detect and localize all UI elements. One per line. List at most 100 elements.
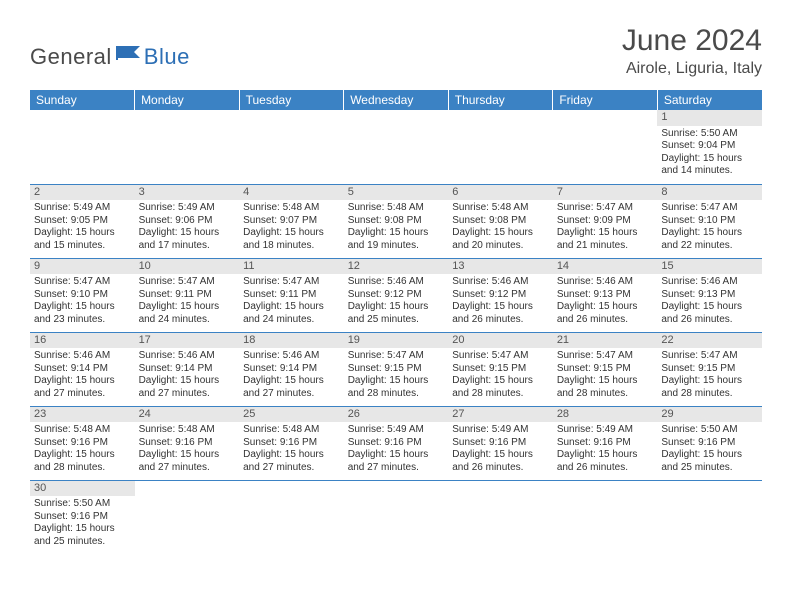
sunset-line: Sunset: 9:16 PM <box>243 437 340 450</box>
day-number: 2 <box>30 185 135 201</box>
logo: General Blue <box>30 44 190 70</box>
day-number: 12 <box>344 259 449 275</box>
sunset-line: Sunset: 9:15 PM <box>661 363 758 376</box>
calendar-cell: 15Sunrise: 5:46 AMSunset: 9:13 PMDayligh… <box>657 258 762 332</box>
sunset-line: Sunset: 9:09 PM <box>557 215 654 228</box>
daylight-line: Daylight: 15 hours and 25 minutes. <box>661 449 758 474</box>
calendar-cell: 16Sunrise: 5:46 AMSunset: 9:14 PMDayligh… <box>30 332 135 406</box>
location: Airole, Liguria, Italy <box>622 60 762 78</box>
calendar-row: 1Sunrise: 5:50 AMSunset: 9:04 PMDaylight… <box>30 110 762 184</box>
calendar-row: 2Sunrise: 5:49 AMSunset: 9:05 PMDaylight… <box>30 184 762 258</box>
daylight-line: Daylight: 15 hours and 27 minutes. <box>139 375 236 400</box>
sunset-line: Sunset: 9:16 PM <box>34 437 131 450</box>
sunrise-line: Sunrise: 5:47 AM <box>452 350 549 363</box>
day-number: 14 <box>553 259 658 275</box>
day-number: 30 <box>30 481 135 497</box>
daylight-line: Daylight: 15 hours and 27 minutes. <box>139 449 236 474</box>
calendar-cell: 30Sunrise: 5:50 AMSunset: 9:16 PMDayligh… <box>30 480 135 554</box>
sunset-line: Sunset: 9:05 PM <box>34 215 131 228</box>
sunset-line: Sunset: 9:16 PM <box>452 437 549 450</box>
calendar-cell: 29Sunrise: 5:50 AMSunset: 9:16 PMDayligh… <box>657 406 762 480</box>
daylight-line: Daylight: 15 hours and 28 minutes. <box>452 375 549 400</box>
daylight-line: Daylight: 15 hours and 17 minutes. <box>139 227 236 252</box>
sunrise-line: Sunrise: 5:49 AM <box>348 424 445 437</box>
day-number: 4 <box>239 185 344 201</box>
sunset-line: Sunset: 9:13 PM <box>661 289 758 302</box>
sunset-line: Sunset: 9:12 PM <box>452 289 549 302</box>
daylight-line: Daylight: 15 hours and 28 minutes. <box>557 375 654 400</box>
calendar-cell <box>657 480 762 554</box>
sunset-line: Sunset: 9:08 PM <box>348 215 445 228</box>
weekday-header: Saturday <box>657 90 762 110</box>
calendar-cell: 17Sunrise: 5:46 AMSunset: 9:14 PMDayligh… <box>135 332 240 406</box>
calendar-row: 16Sunrise: 5:46 AMSunset: 9:14 PMDayligh… <box>30 332 762 406</box>
daylight-line: Daylight: 15 hours and 25 minutes. <box>348 301 445 326</box>
calendar-cell: 21Sunrise: 5:47 AMSunset: 9:15 PMDayligh… <box>553 332 658 406</box>
sunset-line: Sunset: 9:08 PM <box>452 215 549 228</box>
sunset-line: Sunset: 9:11 PM <box>139 289 236 302</box>
daylight-line: Daylight: 15 hours and 26 minutes. <box>452 449 549 474</box>
calendar-cell: 1Sunrise: 5:50 AMSunset: 9:04 PMDaylight… <box>657 110 762 184</box>
daylight-line: Daylight: 15 hours and 27 minutes. <box>243 449 340 474</box>
sunset-line: Sunset: 9:14 PM <box>139 363 236 376</box>
calendar-cell: 24Sunrise: 5:48 AMSunset: 9:16 PMDayligh… <box>135 406 240 480</box>
sunrise-line: Sunrise: 5:46 AM <box>661 276 758 289</box>
sunrise-line: Sunrise: 5:49 AM <box>452 424 549 437</box>
calendar-cell: 8Sunrise: 5:47 AMSunset: 9:10 PMDaylight… <box>657 184 762 258</box>
calendar-cell: 11Sunrise: 5:47 AMSunset: 9:11 PMDayligh… <box>239 258 344 332</box>
calendar-cell <box>239 110 344 184</box>
daylight-line: Daylight: 15 hours and 28 minutes. <box>348 375 445 400</box>
calendar-cell: 28Sunrise: 5:49 AMSunset: 9:16 PMDayligh… <box>553 406 658 480</box>
sunrise-line: Sunrise: 5:50 AM <box>34 498 131 511</box>
sunset-line: Sunset: 9:12 PM <box>348 289 445 302</box>
calendar-cell: 3Sunrise: 5:49 AMSunset: 9:06 PMDaylight… <box>135 184 240 258</box>
calendar-cell: 4Sunrise: 5:48 AMSunset: 9:07 PMDaylight… <box>239 184 344 258</box>
sunrise-line: Sunrise: 5:46 AM <box>557 276 654 289</box>
logo-text-blue: Blue <box>144 44 190 70</box>
daylight-line: Daylight: 15 hours and 14 minutes. <box>661 153 758 178</box>
sunset-line: Sunset: 9:15 PM <box>557 363 654 376</box>
weekday-header: Sunday <box>30 90 135 110</box>
weekday-header: Thursday <box>448 90 553 110</box>
calendar-cell <box>448 480 553 554</box>
sunset-line: Sunset: 9:04 PM <box>661 140 758 153</box>
weekday-header-row: Sunday Monday Tuesday Wednesday Thursday… <box>30 90 762 110</box>
sunrise-line: Sunrise: 5:47 AM <box>139 276 236 289</box>
sunrise-line: Sunrise: 5:46 AM <box>348 276 445 289</box>
day-number: 25 <box>239 407 344 423</box>
header: General Blue June 2024 Airole, Liguria, … <box>30 24 762 78</box>
sunrise-line: Sunrise: 5:46 AM <box>34 350 131 363</box>
sunrise-line: Sunrise: 5:48 AM <box>243 202 340 215</box>
page-title: June 2024 <box>622 24 762 58</box>
sunset-line: Sunset: 9:16 PM <box>34 511 131 524</box>
day-number: 16 <box>30 333 135 349</box>
sunrise-line: Sunrise: 5:47 AM <box>348 350 445 363</box>
daylight-line: Daylight: 15 hours and 24 minutes. <box>139 301 236 326</box>
day-number: 1 <box>657 110 762 126</box>
sunset-line: Sunset: 9:10 PM <box>661 215 758 228</box>
calendar-cell <box>344 110 449 184</box>
calendar-row: 23Sunrise: 5:48 AMSunset: 9:16 PMDayligh… <box>30 406 762 480</box>
calendar-cell <box>135 480 240 554</box>
day-number: 15 <box>657 259 762 275</box>
daylight-line: Daylight: 15 hours and 15 minutes. <box>34 227 131 252</box>
day-number: 29 <box>657 407 762 423</box>
calendar-cell <box>448 110 553 184</box>
sunset-line: Sunset: 9:14 PM <box>34 363 131 376</box>
sunrise-line: Sunrise: 5:48 AM <box>139 424 236 437</box>
weekday-header: Friday <box>553 90 658 110</box>
weekday-header: Wednesday <box>344 90 449 110</box>
day-number: 11 <box>239 259 344 275</box>
calendar-cell: 26Sunrise: 5:49 AMSunset: 9:16 PMDayligh… <box>344 406 449 480</box>
day-number: 23 <box>30 407 135 423</box>
daylight-line: Daylight: 15 hours and 27 minutes. <box>348 449 445 474</box>
day-number: 9 <box>30 259 135 275</box>
sunset-line: Sunset: 9:16 PM <box>348 437 445 450</box>
calendar-cell: 9Sunrise: 5:47 AMSunset: 9:10 PMDaylight… <box>30 258 135 332</box>
daylight-line: Daylight: 15 hours and 28 minutes. <box>34 449 131 474</box>
sunrise-line: Sunrise: 5:47 AM <box>34 276 131 289</box>
calendar-cell: 13Sunrise: 5:46 AMSunset: 9:12 PMDayligh… <box>448 258 553 332</box>
daylight-line: Daylight: 15 hours and 26 minutes. <box>661 301 758 326</box>
day-number: 5 <box>344 185 449 201</box>
weekday-header: Monday <box>135 90 240 110</box>
